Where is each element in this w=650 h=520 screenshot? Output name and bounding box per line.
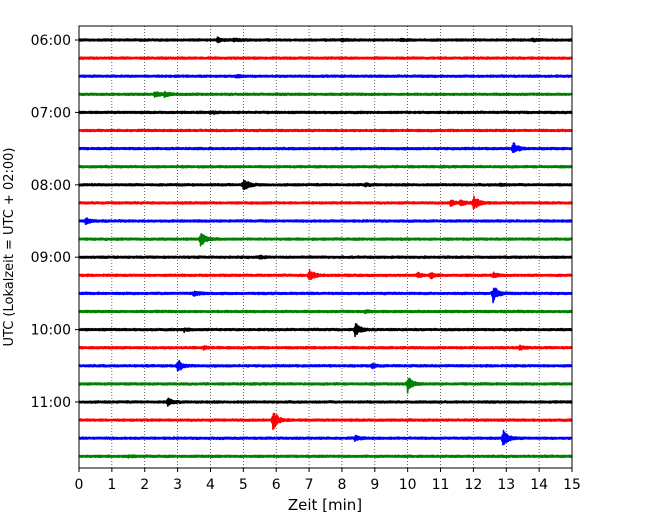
x-tick-label: 1 — [107, 477, 116, 493]
seismic-trace — [78, 128, 573, 133]
x-tick-label: 10 — [399, 477, 417, 493]
x-tick-label: 12 — [464, 477, 482, 493]
seismic-trace — [78, 142, 573, 154]
x-tick-label: 6 — [272, 477, 281, 493]
x-tick-label: 11 — [432, 477, 450, 493]
x-tick-label: 8 — [337, 477, 346, 493]
seismic-trace — [78, 397, 573, 407]
seismic-trace — [78, 73, 573, 79]
seismic-trace — [78, 217, 573, 226]
x-axis-label: Zeit [min] — [288, 496, 362, 514]
y-tick-label: 11:00 — [31, 395, 71, 411]
seismic-trace — [78, 268, 573, 281]
x-tick-label: 15 — [563, 477, 581, 493]
seismic-trace — [78, 344, 573, 351]
x-tick-label: 13 — [497, 477, 515, 493]
seismic-trace — [78, 454, 573, 459]
y-tick-label: 07:00 — [31, 105, 71, 121]
y-tick-label: 06:00 — [31, 33, 71, 49]
x-tick-label: 9 — [370, 477, 379, 493]
trace-layer — [78, 36, 573, 459]
y-axis-label: UTC (Lokalzeit = UTC + 02:00) — [2, 148, 17, 347]
seismic-trace — [78, 309, 573, 315]
seismic-trace — [78, 56, 573, 61]
x-tick-label: 5 — [239, 477, 248, 493]
seismic-trace — [78, 377, 573, 394]
x-tick-label: 2 — [140, 477, 149, 493]
seismic-trace — [78, 254, 573, 260]
tick-layer: 0 1 2 3 4 5 6 7 8 9 10 11 12 13 14 1506:0007:0008:0009:… — [31, 33, 581, 493]
seismic-trace — [78, 195, 573, 210]
seismic-trace — [78, 287, 573, 304]
seismic-trace — [78, 36, 573, 44]
y-tick-label: 08:00 — [31, 178, 71, 194]
x-tick-label: 3 — [173, 477, 182, 493]
plot-frame — [78, 25, 573, 469]
x-tick-label: 0 — [75, 477, 84, 493]
seismic-trace — [78, 110, 573, 115]
x-tick-label: 4 — [206, 477, 215, 493]
y-tick-label: 09:00 — [31, 250, 71, 266]
seismic-trace — [78, 322, 573, 338]
x-tick-label: 14 — [530, 477, 548, 493]
y-tick-label: 10:00 — [31, 323, 71, 339]
x-tick-label: 7 — [305, 477, 314, 493]
seismic-trace — [78, 412, 573, 431]
seismic-trace — [78, 429, 573, 446]
seismic-trace — [78, 90, 573, 99]
seismic-trace — [78, 359, 573, 372]
seismic-trace — [78, 164, 573, 169]
seismic-trace — [78, 232, 573, 247]
seismic-trace — [78, 179, 573, 190]
